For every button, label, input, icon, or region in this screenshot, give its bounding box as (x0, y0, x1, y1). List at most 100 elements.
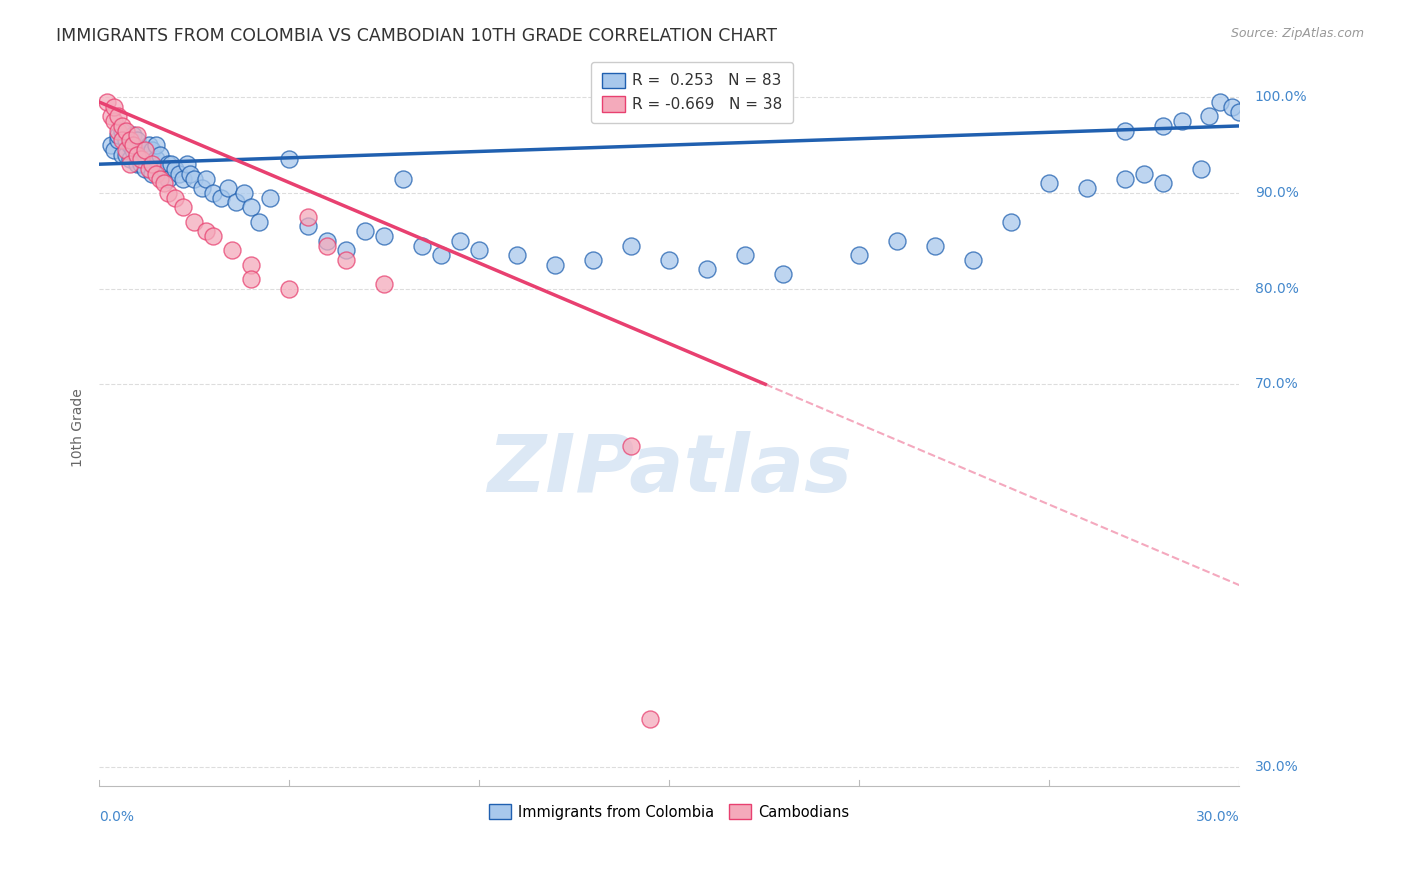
Point (96, 95, 118, 109)
Point (1000, 214, 1022, 228)
Point (278, 153, 301, 167)
Point (114, 143, 136, 157)
Point (122, 138, 145, 153)
Point (107, 133, 129, 147)
Point (240, 258, 263, 272)
Point (202, 229, 225, 244)
Point (127, 147, 149, 161)
Point (373, 229, 395, 244)
Text: 0.0%: 0.0% (100, 810, 134, 824)
Point (335, 252, 357, 267)
Point (696, 262, 718, 277)
Point (141, 143, 163, 157)
Point (886, 234, 908, 248)
Point (848, 248, 870, 262)
Point (179, 167, 201, 181)
Point (111, 147, 134, 161)
Point (172, 171, 194, 186)
Point (183, 214, 205, 228)
Text: IMMIGRANTS FROM COLOMBIA VS CAMBODIAN 10TH GRADE CORRELATION CHART: IMMIGRANTS FROM COLOMBIA VS CAMBODIAN 10… (56, 27, 778, 45)
Point (138, 153, 160, 167)
Point (111, 124, 134, 138)
Point (620, 238, 643, 252)
Point (156, 157, 179, 171)
Point (172, 200, 194, 214)
Point (247, 214, 270, 228)
Point (620, 440, 643, 454)
Point (100, 109, 122, 123)
Text: 100.0%: 100.0% (1254, 90, 1308, 104)
Point (107, 124, 129, 138)
Point (1114, 124, 1136, 138)
Point (165, 191, 187, 205)
Point (107, 109, 129, 123)
Point (278, 282, 301, 296)
Y-axis label: 10th Grade: 10th Grade (72, 388, 86, 467)
Point (335, 244, 357, 258)
Point (240, 272, 263, 286)
Point (167, 167, 190, 181)
Point (316, 234, 339, 248)
Point (111, 133, 134, 147)
Point (209, 191, 232, 205)
Point (114, 133, 136, 147)
Point (118, 153, 141, 167)
Point (127, 147, 149, 161)
Point (191, 181, 214, 195)
Point (103, 100, 125, 114)
Point (373, 277, 395, 291)
Point (194, 171, 217, 186)
Point (449, 234, 471, 248)
Point (202, 186, 225, 200)
Point (156, 171, 179, 186)
Point (1209, 95, 1232, 109)
Point (107, 128, 129, 143)
Point (156, 186, 179, 200)
Point (118, 157, 141, 171)
Point (1229, 104, 1251, 119)
Point (316, 238, 339, 252)
Point (149, 147, 172, 161)
Point (111, 119, 134, 133)
Point (129, 143, 152, 157)
Point (297, 210, 319, 224)
Point (392, 171, 415, 186)
Point (141, 167, 163, 181)
Point (962, 252, 984, 267)
Point (149, 171, 172, 186)
Point (354, 224, 377, 238)
Point (1133, 167, 1156, 181)
Point (1191, 161, 1213, 176)
Point (160, 157, 183, 171)
Point (134, 143, 156, 157)
Point (411, 238, 433, 252)
Point (232, 186, 254, 200)
Point (924, 238, 946, 252)
Text: 30.0%: 30.0% (1254, 760, 1299, 774)
Point (122, 143, 145, 157)
Point (259, 191, 281, 205)
Point (183, 171, 205, 186)
Point (127, 157, 149, 171)
Point (129, 157, 152, 171)
Point (772, 267, 794, 281)
Text: ZIPatlas: ZIPatlas (486, 432, 852, 509)
Point (134, 161, 156, 176)
Point (176, 157, 198, 171)
Point (194, 224, 217, 238)
Text: Source: ZipAtlas.com: Source: ZipAtlas.com (1230, 27, 1364, 40)
Legend: Immigrants from Colombia, Cambodians: Immigrants from Colombia, Cambodians (484, 798, 855, 825)
Point (165, 161, 187, 176)
Point (544, 258, 567, 272)
Point (640, 712, 662, 726)
Point (134, 147, 156, 161)
Point (468, 244, 491, 258)
Point (1076, 181, 1098, 195)
Point (506, 248, 529, 262)
Point (127, 133, 149, 147)
Point (138, 138, 160, 153)
Point (103, 114, 125, 128)
Point (734, 248, 756, 262)
Point (430, 248, 453, 262)
Point (240, 200, 263, 214)
